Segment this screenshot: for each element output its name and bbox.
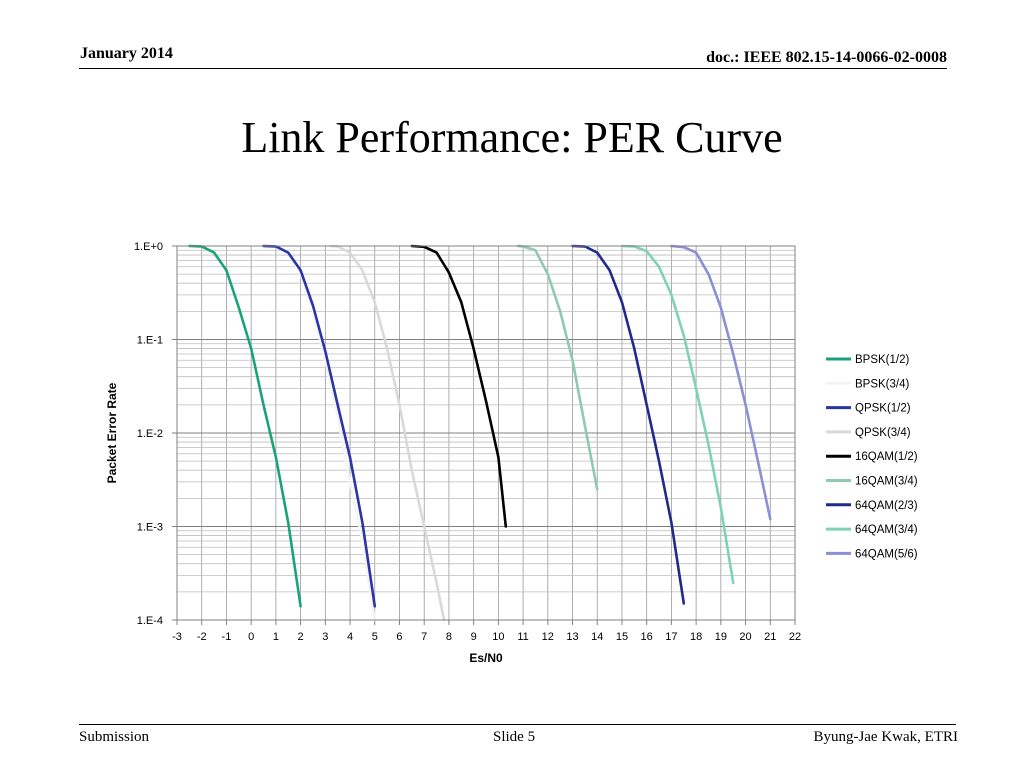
x-tick-label: 21 bbox=[764, 631, 776, 643]
x-tick-label: 19 bbox=[715, 631, 727, 643]
series-line bbox=[620, 244, 735, 585]
chart-legend: BPSK(1/2) BPSK(3/4) QPSK(1/2) QPSK(3/4) 16QA… bbox=[826, 354, 918, 560]
x-tick-label: 7 bbox=[421, 631, 427, 643]
x-tick-label: 0 bbox=[248, 631, 254, 643]
footer-author: Byung-Jae Kwak, ETRI bbox=[813, 729, 958, 745]
x-tick-label: 5 bbox=[372, 631, 378, 643]
x-tick-label: 18 bbox=[690, 631, 702, 643]
legend-label: QPSK(3/4) bbox=[855, 427, 911, 439]
chart-grid bbox=[176, 246, 796, 621]
x-tick-label: 14 bbox=[591, 631, 603, 643]
x-tick-label: -3 bbox=[172, 631, 182, 643]
x-tick-label: 20 bbox=[739, 631, 751, 643]
y-tick-label: 1.E-1 bbox=[137, 335, 163, 347]
y-tick-label: 1.E-3 bbox=[137, 522, 163, 534]
x-tick-label: 1 bbox=[273, 631, 279, 643]
legend-label: 16QAM(1/2) bbox=[855, 451, 918, 463]
x-tick-label: 16 bbox=[641, 631, 653, 643]
series-line bbox=[410, 244, 508, 528]
x-tick-label: 2 bbox=[298, 631, 304, 643]
y-tick-label: 1.E+0 bbox=[134, 241, 163, 253]
series-line bbox=[670, 244, 772, 521]
x-tick-label: 15 bbox=[616, 631, 628, 643]
legend-label: BPSK(3/4) bbox=[855, 378, 909, 390]
header-divider bbox=[79, 68, 947, 69]
series-line bbox=[571, 244, 686, 605]
x-tick-label: 17 bbox=[665, 631, 677, 643]
series-line bbox=[516, 244, 599, 491]
x-tick-label: 9 bbox=[471, 631, 477, 643]
x-tick-label: 12 bbox=[542, 631, 554, 643]
document-id: doc.: IEEE 802.15-14-0066-02-0008 bbox=[706, 49, 947, 66]
footer-submission: Submission bbox=[79, 729, 150, 745]
series-line bbox=[188, 244, 302, 608]
y-axis-ticks: 1.E+0 1.E-1 1.E-2 1.E-3 1.E-4 bbox=[134, 241, 177, 627]
x-tick-label: 22 bbox=[789, 631, 801, 643]
series-line bbox=[328, 244, 446, 622]
plot-frame bbox=[176, 245, 796, 621]
x-tick-label: 13 bbox=[566, 631, 578, 643]
x-tick-label: -1 bbox=[222, 631, 232, 643]
x-tick-label: 6 bbox=[396, 631, 402, 643]
x-tick-label: 4 bbox=[347, 631, 353, 643]
legend-label: QPSK(1/2) bbox=[855, 403, 911, 415]
x-tick-label: 8 bbox=[446, 631, 452, 643]
legend-label: 64QAM(3/4) bbox=[855, 524, 918, 536]
y-tick-label: 1.E-2 bbox=[137, 428, 163, 440]
y-axis-label: Packet Error Rate bbox=[105, 382, 119, 483]
x-axis-label: Es/N0 bbox=[469, 651, 503, 665]
legend-label: BPSK(1/2) bbox=[855, 354, 909, 366]
x-axis-ticks: -3 -2 -1 0 1 2 3 4 5 6 7 8 9 10 11 12 13 14 15 16 17 18 19 20 21… bbox=[172, 620, 801, 643]
slide-title: Link Performance: PER Curve bbox=[241, 113, 783, 162]
x-tick-label: -2 bbox=[197, 631, 207, 643]
x-tick-label: 3 bbox=[322, 631, 328, 643]
legend-label: 64QAM(2/3) bbox=[855, 500, 918, 512]
legend-label: 16QAM(3/4) bbox=[855, 476, 918, 488]
x-tick-label: 10 bbox=[492, 631, 504, 643]
series-line bbox=[262, 244, 377, 608]
y-tick-label: 1.E-4 bbox=[137, 615, 163, 627]
chart-lines bbox=[188, 244, 772, 622]
slide-date: January 2014 bbox=[80, 45, 173, 62]
slide-number: Slide 5 bbox=[493, 729, 536, 745]
footer-divider bbox=[79, 724, 956, 725]
x-tick-label: 11 bbox=[517, 631, 528, 643]
legend-label: 64QAM(5/6) bbox=[855, 548, 918, 560]
